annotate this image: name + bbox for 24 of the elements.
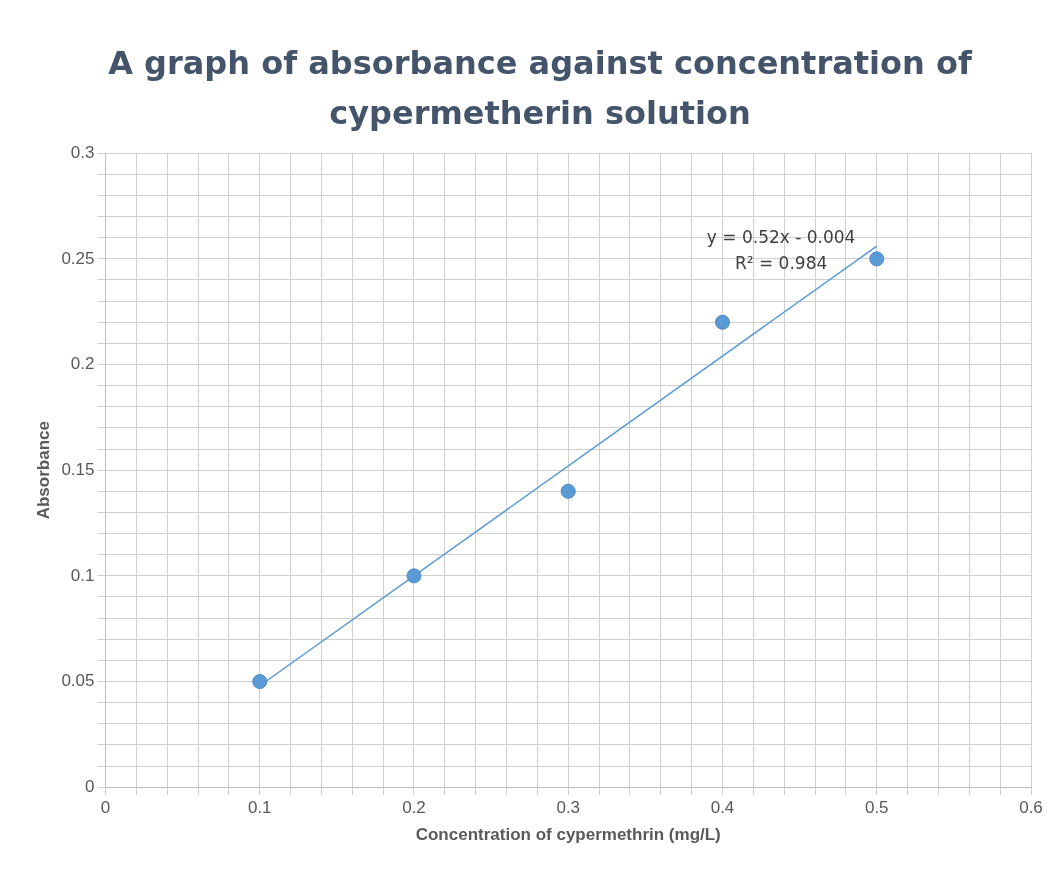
y-tick-label: 0 <box>85 776 95 796</box>
y-tick-label: 0.1 <box>70 565 95 585</box>
y-tick-label: 0.05 <box>61 671 95 691</box>
point <box>869 251 885 267</box>
y-tick-label: 0.25 <box>61 248 95 268</box>
annotation: R² = 0.984 <box>734 253 828 274</box>
point <box>715 314 730 330</box>
x-tick-label: 0.2 <box>402 798 426 818</box>
y-tick-label: 0.2 <box>70 354 95 374</box>
x-tick-label: 0.1 <box>247 798 272 818</box>
x-axis-title: Concentration of cypermethrin (mg/L) <box>415 825 721 845</box>
chart-title: A graph of absorbance against concentration of cypermetherin solution <box>107 43 974 134</box>
x-tick-label: 0.5 <box>864 798 889 818</box>
x-tick-label: 0.3 <box>556 798 581 818</box>
y-axis-title: Absorbance <box>33 421 53 520</box>
x-tick-label: 0 <box>100 798 111 818</box>
point <box>252 674 268 690</box>
y-tick-label: 0.15 <box>61 459 95 479</box>
y-tick-label: 0.3 <box>70 142 95 162</box>
x-tick-label: 0.4 <box>710 798 735 818</box>
x-tick-label: 0.6 <box>1019 798 1043 818</box>
annotation: y = 0.52x - 0.004 <box>706 227 856 248</box>
point <box>560 483 576 499</box>
point <box>406 568 422 584</box>
